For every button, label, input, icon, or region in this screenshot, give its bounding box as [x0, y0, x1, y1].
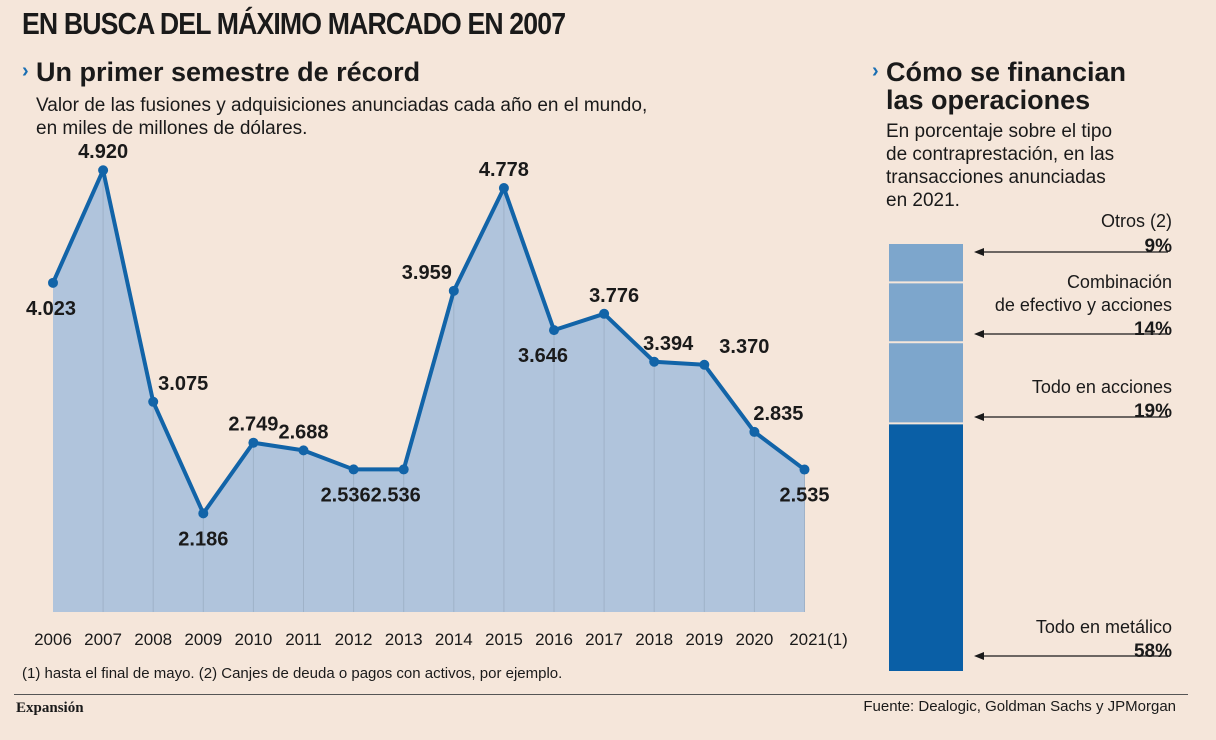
bar-chart-subtitle-4: en 2021.	[886, 190, 960, 211]
segment-label-combinacion-2: de efectivo y acciones	[994, 295, 1172, 315]
data-label: 3.394	[643, 333, 694, 355]
arrow-left-icon	[974, 248, 984, 256]
data-point	[348, 464, 359, 475]
x-tick-label: 2010	[234, 630, 272, 649]
data-point	[749, 426, 760, 437]
line-chart-subtitle-1: Valor de las fusiones y adquisiciones an…	[36, 95, 648, 116]
line-chart-subtitle-2: en miles de millones de dólares.	[36, 118, 308, 139]
arrow-left-icon	[974, 652, 984, 660]
x-tick-label: 2014	[435, 630, 473, 649]
chevron-right-icon: ›	[22, 60, 29, 82]
segment-label-combinacion-1: Combinación	[1066, 272, 1172, 292]
footnote: (1) hasta el final de mayo. (2) Canjes d…	[22, 665, 563, 682]
bar-segment	[889, 342, 963, 424]
x-tick-label: 2016	[535, 630, 573, 649]
data-point	[398, 464, 409, 475]
data-point	[649, 356, 660, 367]
data-label: 2.535	[779, 485, 829, 507]
bar-chart-subtitle-3: transacciones anunciadas	[886, 167, 1106, 188]
data-label: 4.920	[78, 141, 128, 163]
bar-chart-subtitle-2: de contraprestación, en las	[886, 144, 1115, 165]
bar-segment	[889, 282, 963, 343]
data-label: 2.536	[371, 484, 421, 506]
x-tick-label: 2008	[134, 630, 172, 649]
data-point	[48, 277, 58, 288]
data-label: 4.023	[26, 298, 76, 320]
data-point	[599, 308, 610, 319]
data-point	[198, 508, 209, 519]
x-tick-label: 2007	[84, 630, 122, 649]
main-title: EN BUSCA DEL MÁXIMO MARCADO EN 2007	[22, 6, 566, 41]
segment-label-acciones: Todo en acciones	[1031, 377, 1172, 397]
x-tick-label: 2012	[335, 630, 373, 649]
segment-label-otros: Otros (2)	[1100, 211, 1172, 231]
x-tick-label: 2011	[285, 630, 322, 649]
arrow-left-icon	[974, 330, 984, 338]
data-point	[148, 396, 159, 407]
segment-label-metalico: Todo en metálico	[1035, 617, 1172, 637]
x-tick-label: 2017	[585, 630, 623, 649]
bar-chart-subtitle-1: En porcentaje sobre el tipo	[886, 121, 1113, 142]
segment-pct-otros: 9%	[1144, 236, 1172, 257]
x-tick-label: 2021(1)	[789, 630, 848, 649]
x-tick-label: 2009	[184, 630, 222, 649]
data-label: 2.835	[753, 403, 803, 425]
data-label: 3.370	[719, 336, 769, 358]
arrow-left-icon	[974, 413, 984, 421]
data-label: 3.776	[589, 285, 639, 307]
data-point	[699, 359, 710, 370]
x-tick-label: 2006	[34, 630, 72, 649]
bar-chart-title-2: las operaciones	[886, 85, 1091, 115]
data-label: 3.959	[402, 262, 452, 284]
data-point	[98, 165, 109, 176]
data-point	[549, 325, 559, 336]
data-label: 3.075	[158, 373, 208, 395]
data-point	[248, 437, 259, 448]
bar-segment	[889, 244, 963, 283]
x-tick-label: 2019	[685, 630, 723, 649]
x-tick-label: 2015	[485, 630, 523, 649]
chevron-right-icon: ›	[872, 60, 879, 82]
data-label: 3.646	[518, 345, 568, 367]
data-point	[298, 445, 309, 456]
data-point	[799, 464, 810, 475]
segment-pct-combinacion: 14%	[1133, 319, 1172, 340]
divider	[14, 694, 1188, 695]
series-line	[51, 168, 806, 516]
x-tick-label: 2013	[385, 630, 423, 649]
bar-segment	[889, 423, 963, 671]
line-chart-title: Un primer semestre de récord	[36, 57, 421, 87]
segment-pct-acciones: 19%	[1133, 401, 1172, 422]
data-point	[448, 285, 459, 296]
data-label: 2.688	[278, 421, 328, 443]
segment-pct-metalico: 58%	[1133, 641, 1172, 662]
bar-chart-title-1: Cómo se financian	[886, 57, 1127, 87]
x-tick-label: 2018	[635, 630, 673, 649]
data-label: 2.749	[228, 414, 278, 436]
source-note: Fuente: Dealogic, Goldman Sachs y JPMorg…	[863, 698, 1176, 715]
data-point	[498, 183, 509, 194]
area-fill	[53, 170, 805, 613]
data-label: 2.536	[321, 484, 371, 506]
data-label: 2.186	[178, 528, 228, 550]
x-tick-label: 2020	[735, 630, 773, 649]
data-label: 4.778	[479, 159, 529, 181]
publisher-logo: Expansión	[16, 700, 84, 716]
